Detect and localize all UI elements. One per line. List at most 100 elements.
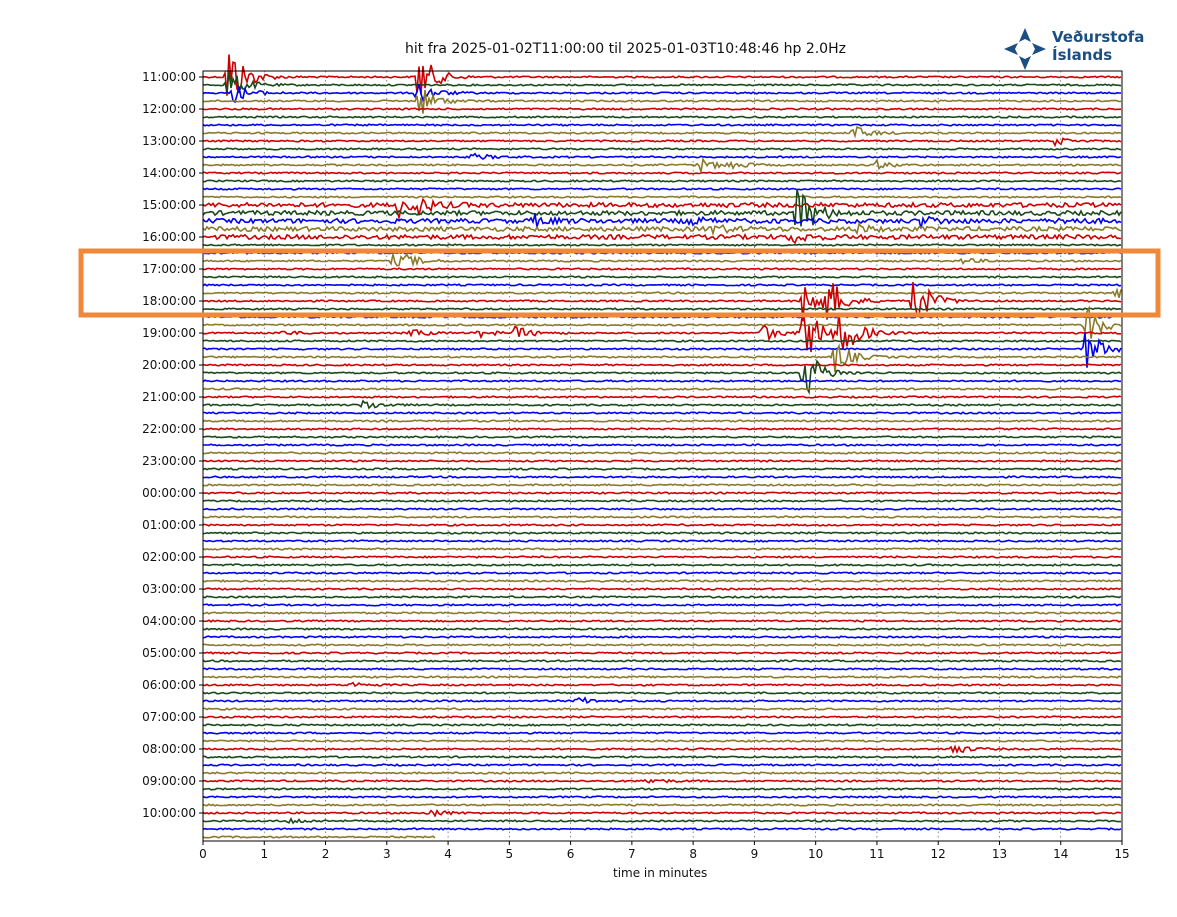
trace-line [202, 835, 436, 839]
trace-line [202, 379, 1121, 383]
trace-line [202, 744, 1122, 755]
y-tick-label: 10:00:00 [142, 806, 196, 820]
trace-line [202, 587, 1122, 591]
y-tick-label: 00:00:00 [142, 486, 196, 500]
x-tick-label: 8 [689, 847, 697, 861]
trace-line [202, 539, 1122, 543]
trace-line [202, 827, 1122, 831]
x-tick-label: 12 [931, 847, 946, 861]
trace-line [202, 83, 1122, 104]
trace-line [203, 126, 1122, 139]
trace-line [202, 515, 1122, 519]
y-tick-label: 04:00:00 [142, 614, 196, 628]
y-tick-label: 14:00:00 [142, 166, 196, 180]
x-tick-label: 15 [1114, 847, 1129, 861]
x-tick-label: 0 [199, 847, 207, 861]
trace-line [202, 475, 1122, 479]
trace-line [202, 547, 1122, 551]
y-tick-label: 01:00:00 [142, 518, 196, 532]
trace-line [202, 523, 1122, 527]
trace-line [202, 54, 1122, 96]
trace-line [202, 305, 1122, 339]
trace-line [202, 691, 1122, 695]
trace-line [202, 339, 1122, 343]
trace-line [202, 491, 1122, 495]
trace-line [202, 222, 1122, 237]
trace-line [202, 571, 1122, 575]
trace-line [202, 307, 1121, 353]
trace-line [202, 443, 1122, 447]
trace-line [202, 595, 1122, 599]
trace-line [202, 723, 1122, 727]
logo-line2: Íslands [1052, 46, 1113, 64]
trace-line [202, 467, 1122, 471]
x-tick-label: 14 [1053, 847, 1068, 861]
trace-line [202, 627, 1122, 631]
x-tick-label: 1 [260, 847, 268, 861]
trace-line [202, 499, 1122, 503]
trace-line [202, 171, 1122, 175]
x-tick-label: 5 [506, 847, 514, 861]
trace-line [202, 267, 1122, 271]
x-tick-label: 4 [444, 847, 452, 861]
trace-line [202, 483, 1122, 487]
x-tick-label: 9 [751, 847, 759, 861]
y-tick-label: 13:00:00 [142, 134, 196, 148]
x-tick-label: 2 [322, 847, 330, 861]
x-axis-label: time in minutes [613, 866, 708, 880]
trace-line [203, 507, 1122, 511]
trace-line [202, 603, 1121, 607]
trace-line [202, 803, 1122, 807]
y-tick-label: 05:00:00 [142, 646, 196, 660]
y-tick-label: 21:00:00 [142, 390, 196, 404]
y-tick-label: 02:00:00 [142, 550, 196, 564]
logo-icon [1004, 28, 1046, 70]
y-tick-label: 19:00:00 [142, 326, 196, 340]
trace-line [202, 395, 1122, 399]
y-tick-label: 09:00:00 [142, 774, 196, 788]
trace-line [202, 187, 1122, 191]
y-tick-label: 07:00:00 [142, 710, 196, 724]
trace-line [202, 643, 1122, 647]
y-tick-label: 20:00:00 [142, 358, 196, 372]
trace-line [202, 635, 1122, 639]
trace-line [202, 343, 1122, 373]
trace-line [202, 282, 1122, 322]
y-tick-label: 06:00:00 [142, 678, 196, 692]
trace-line [202, 715, 1122, 719]
trace-line [202, 243, 1122, 247]
trace-line [202, 435, 1121, 439]
trace-line [202, 123, 1122, 127]
trace-line [202, 681, 1122, 688]
trace-line [202, 157, 1122, 173]
trace-line [202, 787, 1122, 791]
trace-line [202, 359, 1122, 396]
trace-line [202, 307, 1122, 311]
y-tick-label: 16:00:00 [142, 230, 196, 244]
trace-line [202, 147, 1122, 151]
logo-line1: Veðurstofa [1052, 28, 1145, 46]
trace-line [202, 619, 1122, 623]
trace-line [202, 363, 1122, 367]
trace-line [202, 563, 1122, 567]
trace-line [202, 387, 1122, 391]
trace-line [202, 531, 1121, 535]
trace-line [202, 555, 1122, 559]
trace-line [202, 763, 1122, 767]
trace-line [202, 795, 1122, 799]
trace-line [202, 675, 1122, 679]
x-tick-label: 10 [808, 847, 823, 861]
trace-line [202, 651, 1122, 655]
y-tick-label: 18:00:00 [142, 294, 196, 308]
trace-line [202, 399, 1122, 410]
trace-line [203, 137, 1122, 148]
y-tick-label: 23:00:00 [142, 454, 196, 468]
y-tick-label: 15:00:00 [142, 198, 196, 212]
chart-title: hit fra 2025-01-02T11:00:00 til 2025-01-… [405, 41, 846, 57]
y-tick-label: 03:00:00 [142, 582, 196, 596]
trace-line [202, 579, 1122, 583]
trace-line [202, 771, 1122, 775]
trace-line [202, 809, 1122, 818]
trace-line [202, 283, 1122, 287]
trace-line [202, 71, 1122, 94]
